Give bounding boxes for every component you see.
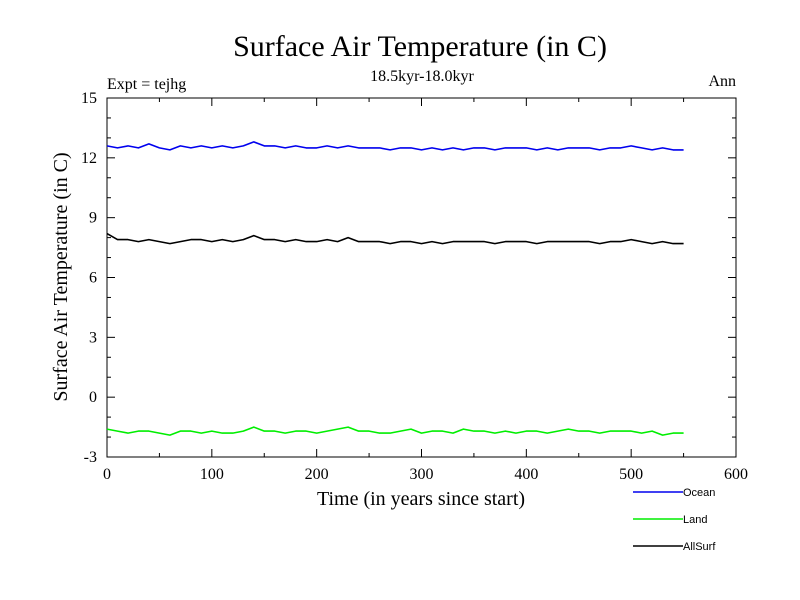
y-tick-label: -3 [84, 449, 97, 466]
x-tick-label: 300 [410, 466, 434, 483]
y-tick-label: 15 [81, 90, 97, 107]
plot-area [106, 97, 737, 458]
x-axis: 0 100 200 300 400 500 600 [103, 98, 748, 483]
series-line-ocean [106, 141, 684, 151]
chart-subtitle: 18.5kyr-18.0kyr [370, 68, 474, 85]
x-tick-label: 500 [619, 466, 643, 483]
y-axis: -3 0 3 6 9 12 15 [81, 90, 736, 466]
season-label: Ann [708, 73, 736, 90]
y-tick-label: 6 [89, 270, 97, 287]
x-tick-label: 200 [305, 466, 329, 483]
x-axis-label: Time (in years since start) [317, 488, 525, 510]
chart-title: Surface Air Temperature (in C) [233, 30, 607, 63]
x-tick-label: 100 [200, 466, 224, 483]
x-tick-label: 600 [724, 466, 748, 483]
y-tick-label: 9 [89, 210, 97, 227]
series-line-land [106, 426, 684, 436]
experiment-label: Expt = tejhg [107, 76, 186, 93]
x-tick-label: 0 [103, 466, 111, 483]
y-tick-label: 12 [81, 150, 97, 167]
legend-label-land: Land [683, 514, 707, 526]
x-tick-label: 400 [514, 466, 538, 483]
legend-label-allsurf: AllSurf [683, 541, 716, 553]
y-tick-label: 3 [89, 329, 97, 346]
series-lines [106, 141, 684, 436]
legend: Ocean Land AllSurf [633, 487, 716, 553]
legend-label-ocean: Ocean [683, 487, 715, 499]
series-line-allsurf [106, 232, 684, 245]
y-tick-label: 0 [89, 389, 97, 406]
y-axis-label: Surface Air Temperature (in C) [50, 152, 72, 401]
